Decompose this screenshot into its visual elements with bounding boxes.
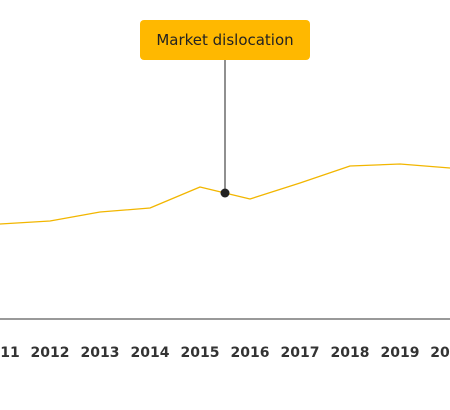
x-tick-label: 2012 <box>31 345 70 361</box>
x-tick-label: 2014 <box>131 345 170 361</box>
x-tick-label: 2015 <box>181 345 220 361</box>
x-tick-label: 2016 <box>231 345 270 361</box>
annotation-point <box>220 188 230 198</box>
x-axis-ticks: 11 2012 2013 2014 2015 2016 2017 2018 2019 20 <box>0 345 450 361</box>
x-tick-label: 20 <box>430 345 450 361</box>
x-tick-label: 2018 <box>331 345 370 361</box>
x-tick-label: 2017 <box>281 345 320 361</box>
annotation-label: Market dislocation <box>140 20 310 60</box>
x-tick-label: 11 <box>0 345 19 361</box>
x-tick-label: 2019 <box>381 345 420 361</box>
x-tick-label: 2013 <box>81 345 120 361</box>
